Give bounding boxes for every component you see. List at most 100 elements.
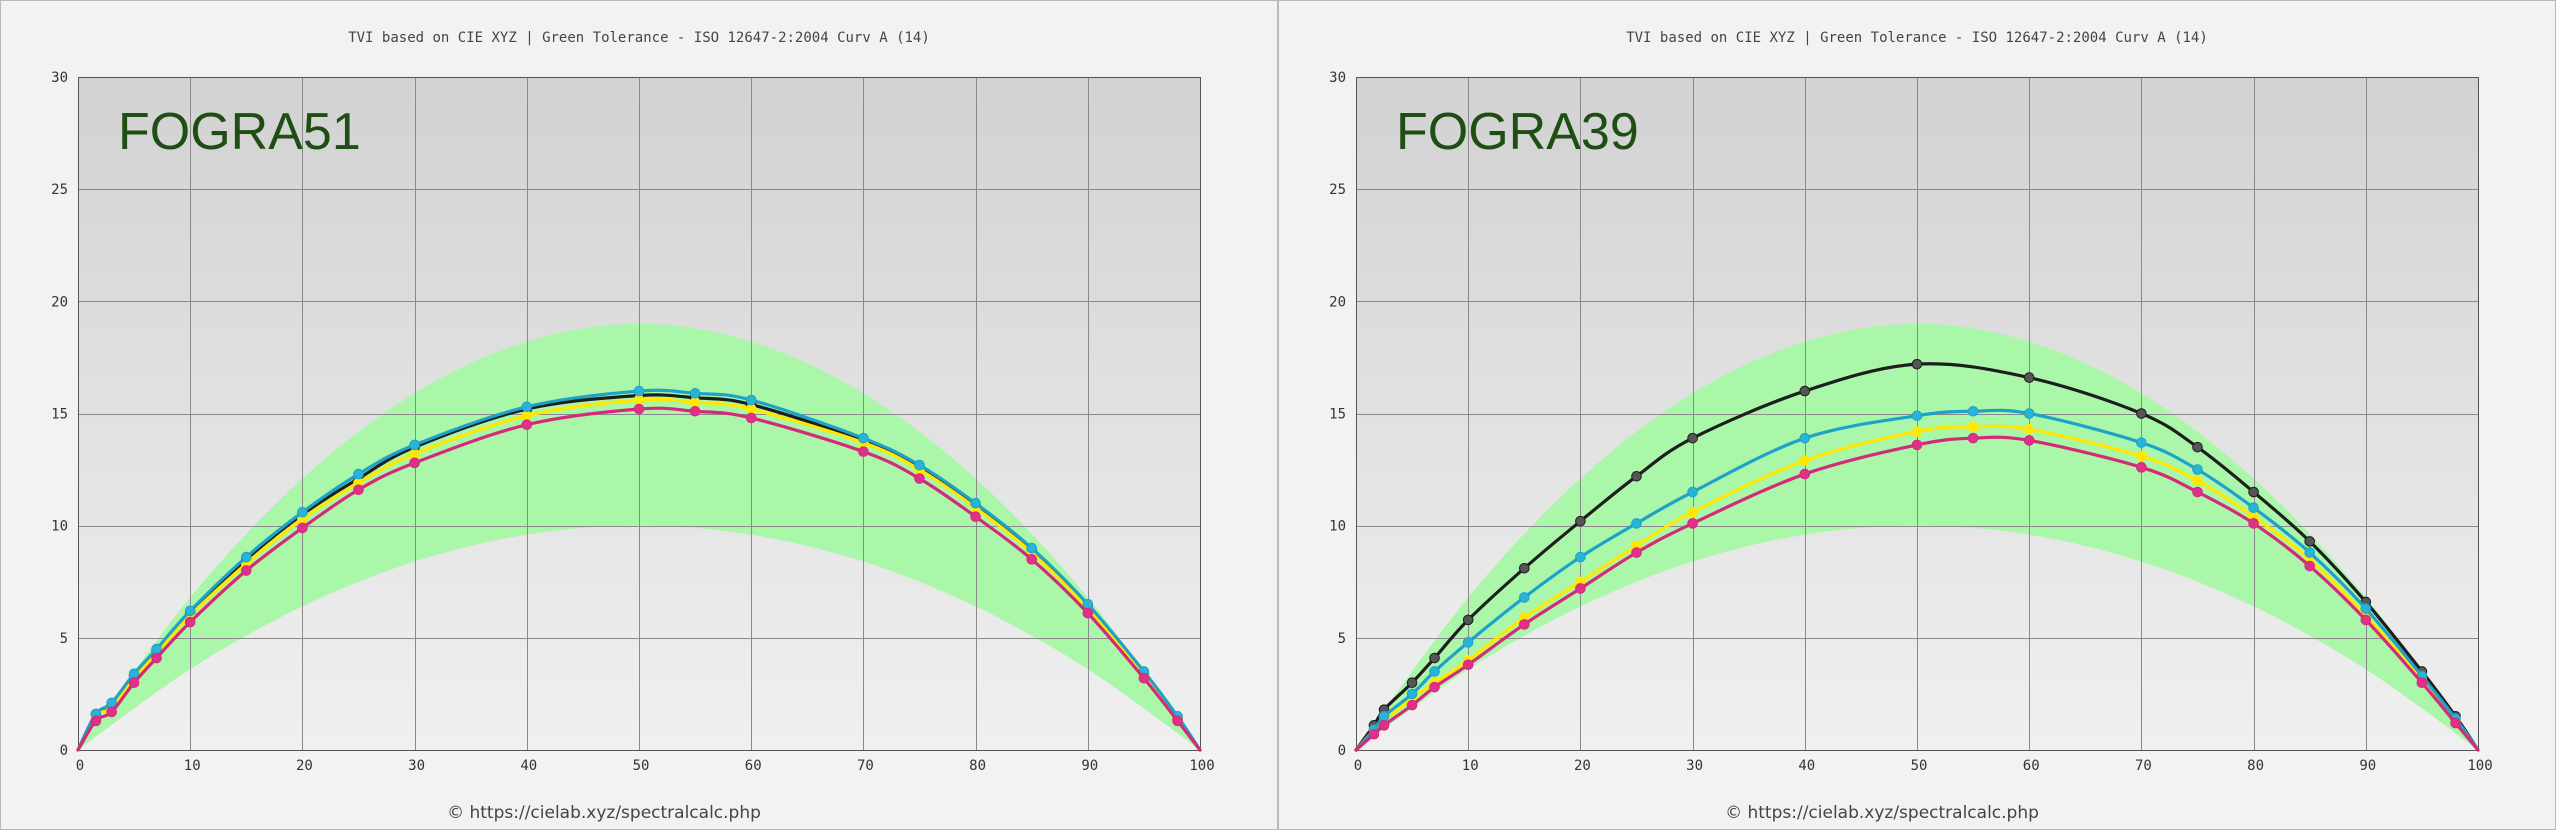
- data-point: [1462, 659, 1474, 671]
- x-tick-label: 10: [1462, 758, 1479, 774]
- data-point: [2136, 450, 2147, 462]
- x-tick-label: 100: [2467, 758, 2492, 774]
- data-point: [2192, 464, 2203, 475]
- series-line: [76, 406, 1202, 752]
- data-point: [2192, 475, 2203, 487]
- x-tick-label: 10: [184, 758, 201, 774]
- data-point: [1138, 672, 1150, 684]
- data-point: [90, 715, 102, 727]
- x-tick-label: 40: [1798, 758, 1815, 774]
- data-point: [1631, 547, 1642, 558]
- y-tick-label: 25: [51, 182, 68, 198]
- data-point: [353, 484, 364, 496]
- data-point: [1368, 728, 1380, 740]
- data-point: [2136, 408, 2147, 419]
- data-point: [184, 616, 196, 628]
- x-tick-label: 30: [1686, 758, 1703, 774]
- x-tick-label: 20: [296, 758, 313, 774]
- y-tick-label: 30: [51, 70, 68, 86]
- data-point: [241, 565, 252, 576]
- x-tick-label: 40: [520, 758, 537, 774]
- x-tick-label: 100: [1189, 758, 1214, 774]
- data-point: [858, 432, 869, 444]
- plot-frame: [78, 77, 1201, 751]
- data-point: [689, 396, 701, 408]
- data-point: [2023, 372, 2035, 383]
- data-point: [2023, 408, 2035, 419]
- data-point: [1967, 405, 1979, 417]
- y-tick-label: 15: [51, 407, 68, 423]
- footer-credit: © https://cielab.xyz/spectralcalc.php: [447, 803, 761, 823]
- y-tick-label: 5: [60, 631, 68, 647]
- data-point: [1462, 614, 1474, 626]
- data-point: [633, 385, 645, 397]
- x-tick-label: 90: [1081, 758, 1098, 774]
- data-point: [1911, 426, 1923, 437]
- x-tick-label: 60: [2023, 758, 2040, 774]
- y-tick-label: 30: [1329, 70, 1346, 86]
- data-point: [1967, 421, 1979, 433]
- data-point: [409, 448, 420, 460]
- data-point: [1687, 486, 1698, 498]
- data-point: [745, 412, 757, 424]
- data-point: [1687, 506, 1698, 518]
- data-point: [1575, 583, 1586, 594]
- data-point: [1911, 439, 1923, 451]
- data-point: [689, 405, 701, 417]
- data-point: [1172, 715, 1183, 727]
- data-point: [409, 439, 420, 451]
- data-point: [1911, 410, 1923, 422]
- data-point: [1378, 711, 1390, 722]
- data-point: [2360, 603, 2372, 614]
- x-tick-label: 0: [76, 758, 84, 774]
- data-point: [2450, 717, 2461, 729]
- series-line: [76, 388, 1202, 752]
- data-point: [1378, 720, 1390, 731]
- y-tick-label: 10: [51, 519, 68, 535]
- data-point: [1429, 681, 1440, 693]
- data-point: [1082, 607, 1094, 619]
- chart-title: TVI based on CIE XYZ | Green Tolerance -…: [1626, 30, 2208, 46]
- y-tick-label: 0: [1338, 743, 1346, 759]
- series-3: [1354, 405, 2480, 752]
- data-point: [2023, 423, 2035, 435]
- data-point: [2136, 437, 2147, 448]
- data-point: [970, 497, 981, 509]
- y-tick-label: 15: [1329, 407, 1346, 423]
- data-point: [151, 652, 162, 664]
- data-point: [2304, 547, 2315, 558]
- data-point: [2023, 435, 2035, 446]
- plot-frame: [1356, 77, 2479, 751]
- data-point: [2304, 536, 2315, 547]
- chart-panel-1: TVI based on CIE XYZ | Green Tolerance -…: [0, 0, 1278, 830]
- series-4: [76, 403, 1202, 752]
- x-tick-label: 50: [1911, 758, 1928, 774]
- y-tick-label: 5: [1338, 631, 1346, 647]
- series-line: [1354, 362, 2480, 752]
- x-tick-label: 80: [2247, 758, 2264, 774]
- data-point: [1687, 518, 1698, 529]
- data-point: [633, 394, 645, 406]
- series-1: [1354, 358, 2480, 752]
- x-tick-label: 60: [745, 758, 762, 774]
- data-point: [241, 551, 252, 563]
- data-point: [1519, 619, 1530, 630]
- x-tick-label: 50: [633, 758, 650, 774]
- condition-label: FOGRA39: [1396, 103, 1639, 161]
- data-point: [521, 410, 533, 422]
- x-tick-label: 80: [969, 758, 986, 774]
- data-point: [1631, 518, 1642, 529]
- data-point: [1026, 554, 1037, 565]
- data-point: [2360, 614, 2372, 626]
- data-point: [1406, 699, 1418, 711]
- data-point: [1519, 562, 1530, 574]
- data-point: [1429, 652, 1440, 664]
- y-tick-label: 25: [1329, 182, 1346, 198]
- data-point: [1799, 455, 1811, 466]
- data-point: [1967, 432, 1979, 444]
- data-point: [1575, 551, 1586, 563]
- data-point: [2248, 486, 2259, 498]
- x-tick-label: 90: [2359, 758, 2376, 774]
- data-point: [1911, 358, 1923, 370]
- x-tick-label: 70: [2135, 758, 2152, 774]
